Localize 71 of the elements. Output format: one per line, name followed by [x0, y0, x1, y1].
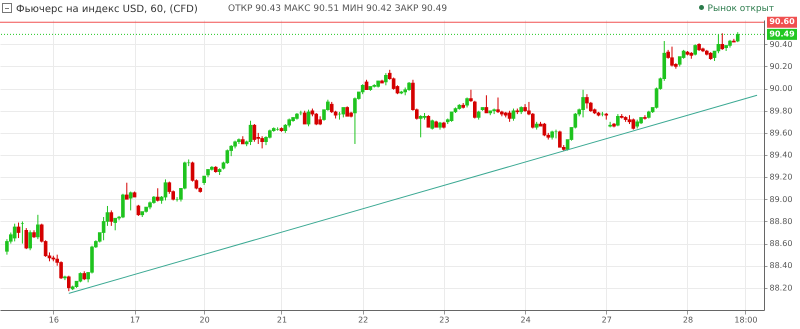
candlestick: [418, 114, 422, 138]
x-tick-label: 22: [358, 316, 368, 324]
candlestick: [450, 111, 454, 122]
candlestick: [342, 106, 346, 118]
y-tick-label: 90.40: [770, 40, 792, 49]
candlestick: [364, 79, 368, 90]
x-tick-label: 21: [276, 316, 288, 324]
candlestick: [113, 218, 117, 231]
y-tick-label: 90.00: [770, 84, 792, 94]
candlestick: [720, 32, 724, 50]
candlestick: [585, 94, 589, 110]
text: Рынок открыт: [708, 4, 774, 14]
candlestick: [121, 193, 125, 219]
ref-line-label: 90.49: [769, 29, 796, 38]
candlestick: [314, 112, 318, 126]
text: ОТКР 90.43 МАКС 90.51 МИН 90.42 ЗАКР 90.49: [228, 3, 448, 16]
candlestick: [384, 72, 388, 86]
candlestick: [392, 77, 396, 90]
chart-title: Фьючерс на индекс USD, 60, (CFD): [16, 4, 198, 15]
x-tick-label: 23: [439, 316, 450, 324]
candlestick: [28, 230, 32, 251]
candlestick: [345, 106, 349, 117]
y-tick-label: 90.20: [770, 62, 792, 71]
y-tick-label: 89.40: [770, 150, 792, 160]
x-tick-label: 28: [682, 316, 694, 324]
candlestick: [260, 136, 264, 149]
candlestick: [581, 89, 585, 118]
candlestick: [508, 110, 512, 122]
candlestick: [484, 94, 488, 114]
y-tick-label: 89.20: [770, 172, 792, 182]
x-tick-label: 16: [48, 316, 59, 324]
candlestick: [67, 275, 71, 292]
ref-line-label: 90.60: [769, 17, 796, 26]
candlestick: [128, 191, 132, 211]
candlestick: [360, 84, 364, 95]
candlestick: [136, 204, 140, 216]
candlestick: [12, 223, 16, 242]
candlestick: [670, 46, 674, 67]
y-tick-label: 88.80: [770, 216, 792, 226]
candlestick: [110, 210, 114, 226]
candlestick: [542, 122, 546, 137]
candlestick: [306, 109, 310, 127]
candlestick: [496, 96, 500, 114]
y-tick-label: 89.60: [770, 128, 792, 138]
candlestick: [465, 96, 469, 108]
candlestick: [426, 114, 430, 128]
candlestick: [36, 214, 40, 240]
y-tick-label: 88.40: [770, 261, 792, 270]
y-tick-label: 89.80: [770, 106, 792, 116]
x-tick-label: 20: [200, 316, 210, 324]
candlestick: [558, 130, 562, 148]
candlestick: [248, 120, 252, 146]
y-tick-label: 88.60: [770, 239, 792, 248]
x-tick-label: 17: [130, 316, 140, 324]
y-tick-label: 89.00: [770, 194, 792, 204]
candlestick: [125, 182, 129, 200]
x-tick-label: 27: [602, 316, 612, 324]
candlestick: [16, 222, 20, 239]
candlestick: [430, 119, 434, 130]
candlestick: [616, 114, 620, 127]
candlestick: [632, 118, 636, 130]
candlestick: [512, 108, 516, 122]
candlestick: [24, 228, 28, 250]
x-tick-label: 24: [520, 316, 531, 324]
candlestick: [78, 272, 82, 283]
candlestick: [302, 110, 306, 125]
candlestick: [252, 124, 256, 142]
candlestick: [164, 178, 168, 201]
candlestick: [693, 44, 697, 56]
y-tick-label: 88.20: [770, 283, 792, 292]
x-tick-label: 18:00: [734, 316, 758, 324]
